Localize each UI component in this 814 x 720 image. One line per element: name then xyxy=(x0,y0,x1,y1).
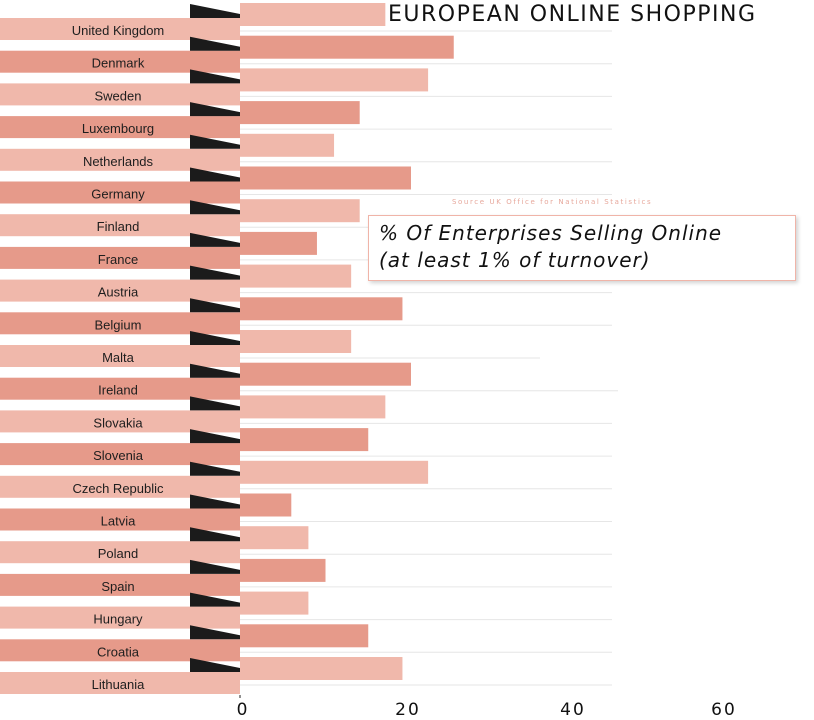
category-label: Germany xyxy=(91,187,145,202)
label-band xyxy=(0,148,240,171)
category-label: Belgium xyxy=(95,317,142,332)
category-label: Croatia xyxy=(97,644,140,659)
chart-title: EUROPEAN ONLINE SHOPPING xyxy=(388,2,757,27)
subtitle-box: % Of Enterprises Selling Online (at leas… xyxy=(368,215,796,281)
label-flag xyxy=(190,265,240,280)
label-band xyxy=(0,214,240,237)
label-band xyxy=(0,345,240,367)
label-flag xyxy=(190,331,240,345)
bar-ireland xyxy=(240,362,411,386)
label-band xyxy=(0,639,240,662)
bar-netherlands xyxy=(240,133,335,157)
source-note: Source UK Office for National Statistics xyxy=(452,198,653,206)
label-band xyxy=(0,116,240,139)
label-flag xyxy=(190,36,240,51)
bar-malta xyxy=(240,330,352,353)
category-label: Denmark xyxy=(92,56,145,71)
label-flag xyxy=(190,658,240,672)
category-label: Slovenia xyxy=(93,448,144,463)
label-band xyxy=(0,377,240,400)
label-band xyxy=(0,279,240,302)
label-band xyxy=(0,410,240,433)
label-band xyxy=(0,475,240,498)
category-label: France xyxy=(98,252,138,267)
bar-latvia xyxy=(240,493,292,517)
bar-finland xyxy=(240,199,360,223)
bar-united-kingdom xyxy=(240,3,386,26)
label-flag xyxy=(190,298,240,313)
label-flag xyxy=(190,461,240,476)
label-flag xyxy=(190,396,240,411)
category-label: Sweden xyxy=(95,88,142,103)
bar-lithuania xyxy=(240,657,403,680)
category-label: Malta xyxy=(102,350,135,365)
label-band xyxy=(0,606,240,629)
category-label: Poland xyxy=(98,546,138,561)
label-flag xyxy=(190,102,240,117)
category-label: Slovakia xyxy=(93,415,143,430)
bar-austria xyxy=(240,264,352,288)
bar-france xyxy=(240,231,317,255)
category-label: Spain xyxy=(101,579,134,594)
x-tick-label: 40 xyxy=(560,700,586,720)
bar-croatia xyxy=(240,624,369,648)
bar-slovenia xyxy=(240,428,369,452)
label-flag xyxy=(190,527,240,542)
label-band xyxy=(0,50,240,73)
label-flag xyxy=(190,429,240,444)
bar-belgium xyxy=(240,297,403,321)
category-label: Austria xyxy=(98,285,139,300)
bar-hungary xyxy=(240,591,309,615)
label-band xyxy=(0,573,240,596)
label-band xyxy=(0,508,240,531)
label-flag xyxy=(190,363,240,378)
label-flag xyxy=(190,134,240,149)
label-flag xyxy=(190,494,240,509)
subtitle-line-2: (at least 1% of turnover) xyxy=(379,248,651,272)
label-band xyxy=(0,83,240,106)
label-band xyxy=(0,246,240,269)
label-flag xyxy=(190,625,240,640)
bar-germany xyxy=(240,166,411,190)
label-flag xyxy=(190,200,240,215)
category-label: Hungary xyxy=(93,612,143,627)
label-flag xyxy=(190,559,240,574)
label-band xyxy=(0,672,240,694)
category-label: Lithuania xyxy=(92,677,146,692)
x-tick-label: 20 xyxy=(395,700,421,720)
category-label: Netherlands xyxy=(83,154,154,169)
category-label: Latvia xyxy=(101,514,136,529)
bar-luxembourg xyxy=(240,101,360,125)
category-label: Czech Republic xyxy=(72,481,164,496)
label-flag xyxy=(190,167,240,182)
x-tick-label: 60 xyxy=(711,700,737,720)
label-flag xyxy=(190,592,240,607)
label-band xyxy=(0,443,240,466)
bar-czech-republic xyxy=(240,460,429,484)
bar-sweden xyxy=(240,68,429,92)
bar-slovakia xyxy=(240,395,386,419)
label-band xyxy=(0,18,240,40)
label-band xyxy=(0,312,240,335)
label-flag xyxy=(190,69,240,84)
x-tick-label: 0 xyxy=(237,700,250,720)
label-flag xyxy=(190,4,240,18)
label-band xyxy=(0,541,240,564)
label-band xyxy=(0,181,240,204)
category-label: United Kingdom xyxy=(72,23,165,38)
bar-poland xyxy=(240,526,309,550)
category-label: Finland xyxy=(97,219,140,234)
category-label: Luxembourg xyxy=(82,121,154,136)
label-flag xyxy=(190,232,240,247)
category-label: Ireland xyxy=(98,383,138,398)
bar-spain xyxy=(240,558,326,582)
bar-denmark xyxy=(240,35,454,59)
subtitle-line-1: % Of Enterprises Selling Online xyxy=(379,221,723,245)
